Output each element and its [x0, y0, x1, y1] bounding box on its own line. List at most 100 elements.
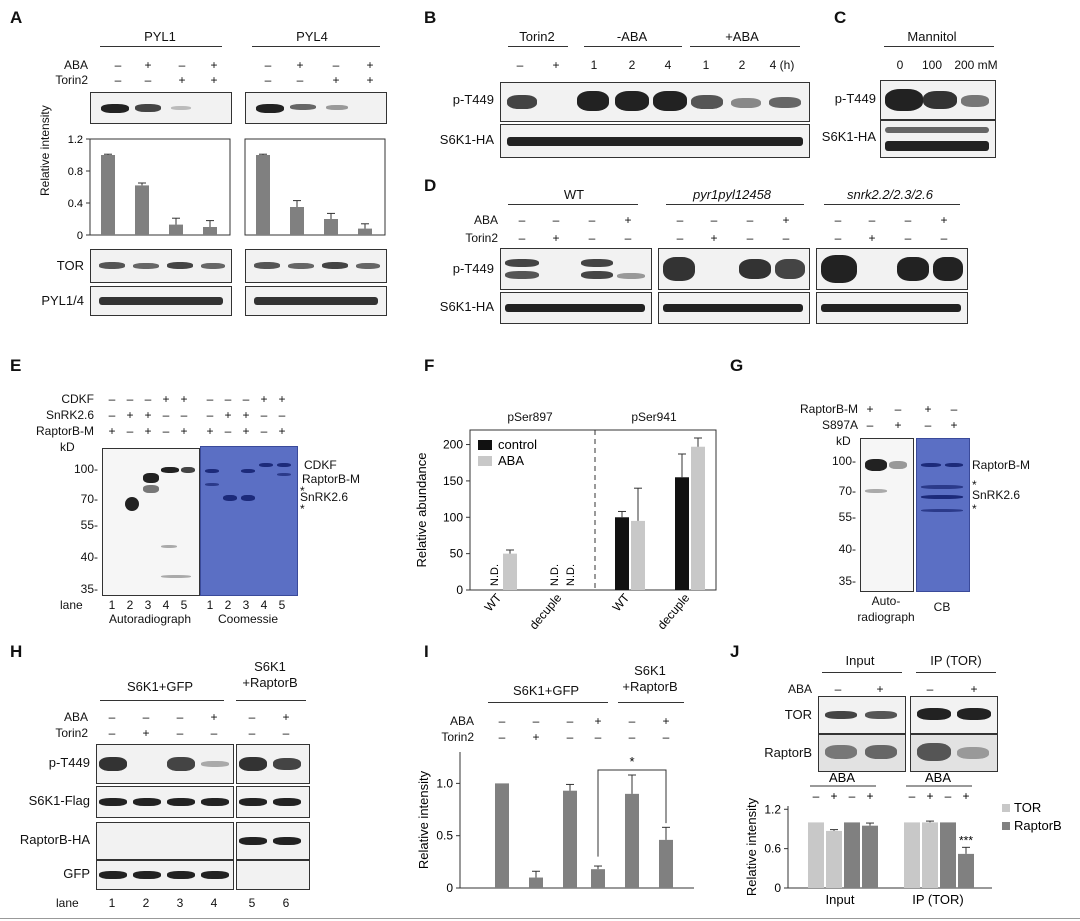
h-row-label: GFP	[63, 866, 90, 881]
h-blot-1-0	[96, 786, 234, 818]
a-tor-blot-1	[90, 249, 232, 283]
j-tick-label: 0	[774, 881, 781, 895]
i-tick-label: 1.0	[436, 776, 453, 790]
a-aba-sign: –	[264, 58, 272, 72]
d-aba-sign: +	[940, 213, 948, 227]
panel-b-label: B	[424, 8, 437, 27]
j-ip-line	[916, 672, 996, 673]
c-s6k1-label: S6K1-HA	[821, 129, 876, 144]
a-bar	[101, 155, 115, 235]
e-autorad-label: Autoradiograph	[108, 612, 192, 626]
b-s6k1-blot	[500, 124, 810, 158]
panel-g-label: G	[730, 356, 744, 375]
a-aba-sign: –	[332, 58, 340, 72]
i-g1-line	[488, 702, 608, 703]
d-s6k1-mut1	[658, 292, 810, 324]
e-raptor-sign: –	[126, 424, 134, 438]
g-star2: *	[972, 502, 977, 516]
f-tick-label: 100	[443, 510, 463, 524]
a-bar	[324, 219, 338, 235]
f-nd-label: N.D.	[489, 564, 501, 586]
i-g1: S6K1+GFP	[512, 683, 580, 698]
a-aba-sign: +	[210, 58, 218, 72]
e-raptor-sign: +	[144, 424, 152, 438]
j-aba-sub-2: ABA	[925, 770, 951, 785]
d-torin-sign: –	[518, 231, 526, 245]
e-lane-number: 5	[278, 598, 286, 612]
g-cb-gel	[916, 438, 970, 592]
e-raptor-sign: +	[180, 424, 188, 438]
j-tick-label: 1.2	[764, 802, 781, 816]
b-col-label: 2	[738, 58, 746, 72]
e-right-raptor: RaptorB-M	[302, 472, 361, 486]
a-plot-frame	[89, 138, 231, 236]
f-ps897: pSer897	[507, 410, 553, 424]
e-raptor-sign: –	[224, 424, 232, 438]
f-xlabel: WT	[610, 590, 633, 614]
i-torin2-label: Torin2	[441, 730, 474, 744]
e-lane-number: 3	[144, 598, 152, 612]
b-col-label: 4	[664, 58, 672, 72]
g-right-snrk: SnRK2.6	[972, 488, 1021, 502]
j-bar	[808, 822, 824, 888]
d-mut2-line	[824, 204, 960, 205]
h-torin-sign: –	[176, 726, 184, 740]
d-pt449-wt	[500, 248, 652, 290]
h-row-label: RaptorB-HA	[19, 832, 90, 847]
g-s897-sign: –	[924, 418, 932, 432]
g-right-raptor: RaptorB-M	[972, 458, 1031, 472]
i-torin-sign: –	[662, 730, 670, 744]
d-aba-sign: –	[710, 213, 718, 227]
i-tick-label: 0	[446, 881, 453, 895]
i-bar	[659, 839, 673, 888]
j-bar	[940, 822, 956, 888]
j-sub-sign: +	[830, 789, 837, 803]
e-snrk-sign: +	[224, 408, 232, 422]
e-kd: kD	[60, 440, 75, 454]
e-lane-number: 5	[180, 598, 188, 612]
pyl1-header: PYL1	[144, 29, 176, 44]
d-s6k1-label: S6K1-HA	[439, 299, 494, 314]
g-autorad-gel	[860, 438, 914, 592]
h-g2b: +RaptorB	[242, 675, 298, 690]
g-kd: kD	[836, 434, 851, 448]
a-pyl1-blot	[90, 92, 232, 124]
b-plus-line	[690, 46, 800, 47]
c-mannitol-line	[884, 46, 994, 47]
d-aba-sign: –	[834, 213, 842, 227]
pyl4-header: PYL4	[296, 29, 328, 44]
f-bar	[615, 517, 629, 590]
b-plus-aba: +ABA	[725, 29, 759, 44]
d-torin-sign: –	[676, 231, 684, 245]
h-blot-3-1	[236, 860, 310, 890]
g-autorad2: radiograph	[857, 610, 915, 624]
h-aba-sign: +	[210, 710, 218, 724]
d-wt-line	[508, 204, 638, 205]
a-ylabel: Relative intensity	[38, 105, 52, 196]
e-cdkf-sign: –	[206, 392, 214, 406]
g-star1: *	[972, 478, 977, 492]
j-aba-sign: –	[834, 682, 842, 696]
j-sub-sign: –	[909, 789, 916, 803]
f-bar	[675, 477, 689, 590]
i-aba-sign: +	[662, 714, 670, 728]
panel-a-label: A	[10, 8, 23, 27]
a-bar	[135, 185, 149, 235]
d-aba-sign: +	[624, 213, 632, 227]
d-torin-sign: +	[552, 231, 560, 245]
c-col-label: 200 mM	[954, 58, 998, 72]
i-sig-bracket	[597, 769, 667, 857]
d-pt449-label: p-T449	[452, 261, 494, 276]
g-mw-marker: 100-	[831, 454, 856, 468]
i-aba-sign: +	[594, 714, 602, 728]
j-tor-input	[818, 696, 906, 734]
j-aba-sign: –	[926, 682, 934, 696]
g-raptor-sign: +	[924, 402, 932, 416]
e-snrk-sign: –	[278, 408, 286, 422]
e-cdkf-sign: +	[260, 392, 268, 406]
i-bar	[625, 793, 639, 888]
j-legend-label: TOR	[1014, 800, 1041, 815]
f-nd-label: N.D.	[549, 564, 561, 586]
e-mw-marker: 40-	[80, 550, 98, 564]
b-torin-line	[508, 46, 568, 47]
